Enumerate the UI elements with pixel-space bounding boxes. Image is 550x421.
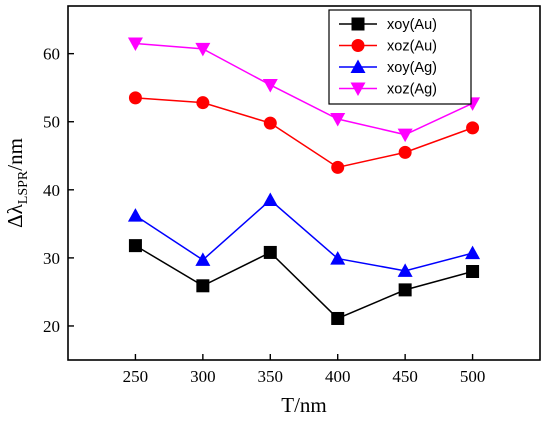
y-axis-title-prefix: Δλ (3, 203, 27, 228)
x-tick-label: 300 (190, 367, 216, 386)
data-point (397, 128, 413, 143)
data-point (331, 311, 345, 325)
data-point (398, 283, 412, 297)
data-point (128, 91, 142, 105)
legend-label: xoy(Au) (387, 17, 437, 33)
y-tick-label: 30 (43, 249, 60, 268)
series-line (135, 199, 473, 272)
x-tick-label: 250 (123, 367, 149, 386)
data-point (196, 96, 210, 110)
data-point (397, 263, 413, 277)
data-point (128, 239, 142, 253)
series-3 (127, 37, 481, 143)
data-point (330, 251, 346, 265)
data-point (465, 245, 481, 260)
data-point (262, 192, 278, 207)
x-tick-label: 450 (392, 367, 418, 386)
y-axis-title: ΔλLSPR/nm (3, 138, 31, 228)
x-tick-label: 400 (325, 367, 351, 386)
data-point (398, 145, 412, 159)
legend-marker (350, 59, 366, 73)
series-line (135, 42, 473, 136)
x-axis-title: T/nm (281, 393, 327, 417)
y-tick-label: 60 (43, 45, 60, 64)
data-point (127, 208, 143, 222)
data-point (195, 252, 211, 266)
legend-label: xoy(Ag) (387, 60, 437, 76)
data-point (331, 160, 345, 174)
data-point (262, 78, 278, 93)
series-2 (127, 192, 481, 277)
series-line (135, 244, 473, 320)
y-axis-title-subscript: LSPR (16, 170, 31, 204)
data-point (263, 116, 277, 130)
y-axis-title-suffix: /nm (3, 138, 27, 171)
data-point (466, 265, 480, 278)
y-tick-label: 40 (43, 181, 60, 200)
legend-marker (351, 17, 365, 31)
data-point (466, 121, 480, 135)
x-tick-label: 500 (460, 367, 486, 386)
legend-marker (350, 82, 366, 96)
data-point (330, 113, 346, 127)
series-0 (128, 239, 480, 325)
plot-frame (67, 5, 541, 361)
y-tick-label: 20 (43, 317, 60, 336)
series-layer (127, 37, 481, 325)
y-tick-label: 50 (43, 113, 60, 132)
series-1 (128, 91, 480, 174)
legend-label: xoz(Ag) (387, 82, 437, 98)
data-point (196, 279, 210, 293)
x-tick-label: 350 (258, 367, 284, 386)
ticks-layer: 250 300 350 400 450 500 20 30 40 50 60 (43, 45, 485, 386)
legend: xoy(Au) xoz(Au) xoy(Ag) xoz(Ag) (328, 9, 472, 105)
data-point (263, 245, 277, 259)
data-point (195, 42, 211, 57)
legend-label: xoz(Au) (387, 39, 437, 55)
data-point (127, 37, 143, 51)
series-line (135, 97, 473, 169)
legend-marker (351, 39, 365, 52)
